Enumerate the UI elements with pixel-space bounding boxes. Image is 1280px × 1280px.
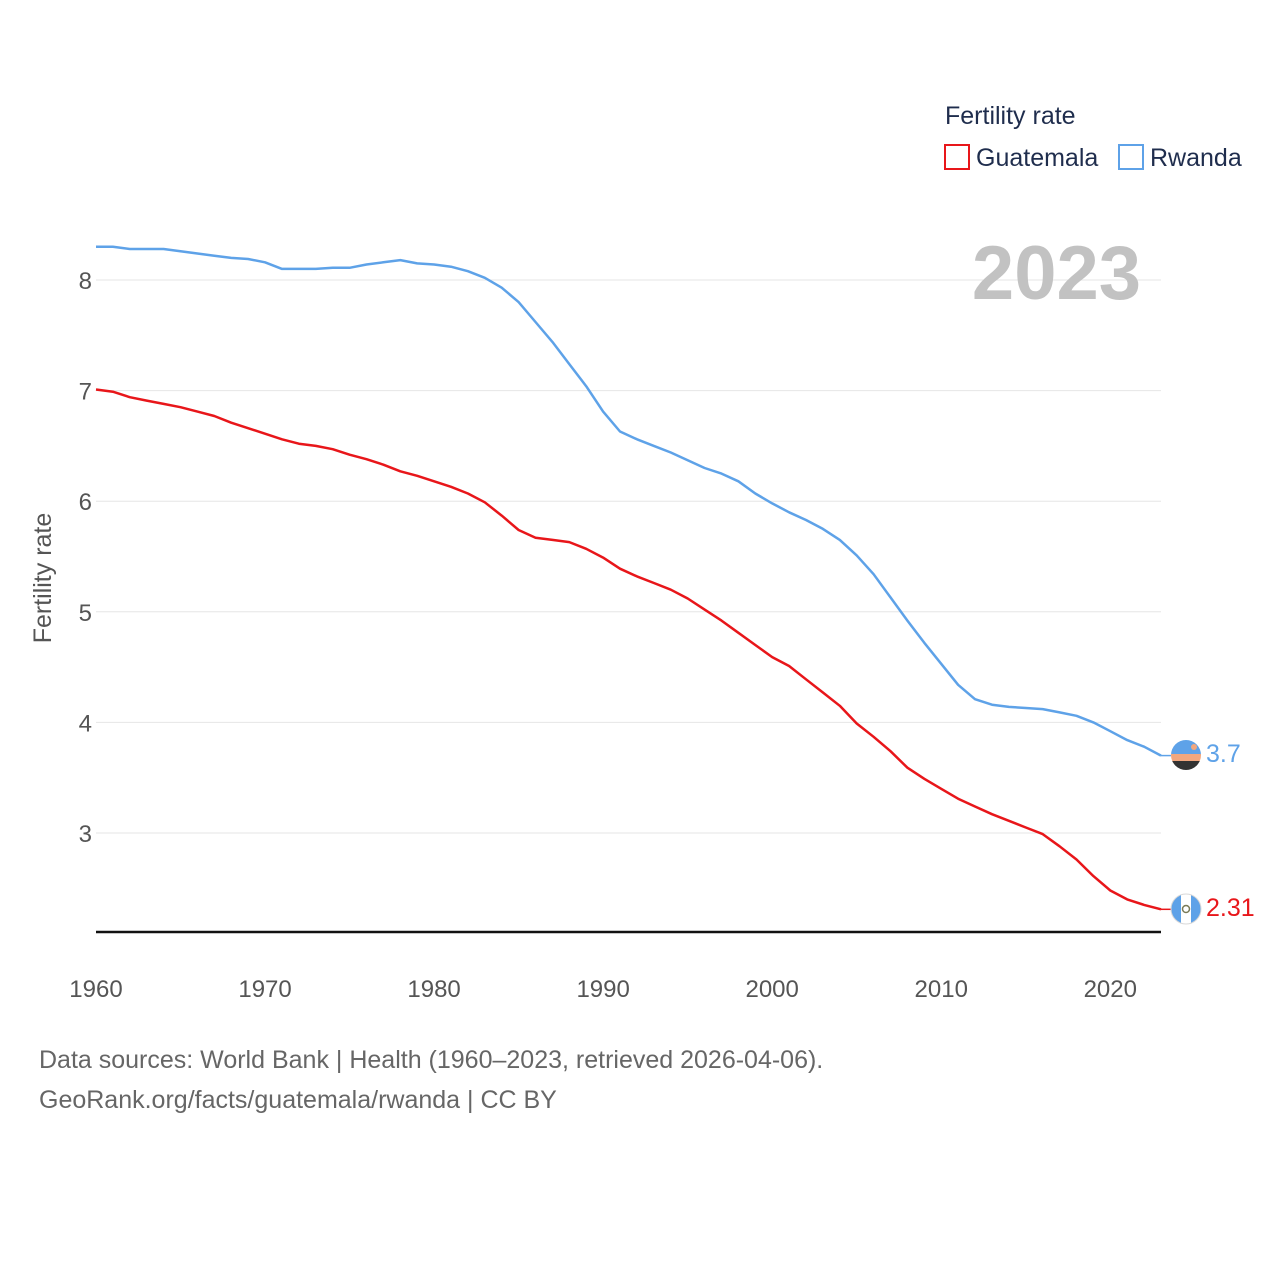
series-line-rwanda[interactable]	[96, 245, 1162, 757]
x-tick-label: 1960	[69, 976, 122, 1003]
x-axis-ticks: 1960 1970 1980 1990 2000 2010 2020	[69, 976, 1137, 1003]
legend-label-rwanda: Rwanda	[1150, 144, 1242, 172]
y-tick-label: 6	[79, 489, 92, 516]
y-tick-label: 7	[79, 379, 92, 406]
legend-swatch-rwanda	[1118, 144, 1144, 170]
legend-title: Fertility rate	[945, 102, 1076, 130]
series-line-guatemala[interactable]	[95, 388, 1162, 911]
y-axis-ticks: 3 4 5 6 7 8	[79, 268, 92, 848]
legend-label-guatemala: Guatemala	[976, 144, 1098, 172]
end-value-rwanda: 3.7	[1206, 740, 1241, 768]
y-tick-label: 8	[79, 268, 92, 295]
end-value-guatemala: 2.31	[1206, 894, 1255, 922]
y-tick-label: 3	[79, 821, 92, 848]
x-tick-label: 2020	[1084, 976, 1137, 1003]
year-label: 2023	[972, 231, 1141, 316]
legend-swatch-guatemala	[944, 144, 970, 170]
legend: Fertility rate Guatemala Rwanda	[944, 102, 1242, 172]
footer-source: Data sources: World Bank | Health (1960–…	[39, 1046, 823, 1074]
gridlines	[96, 279, 1161, 834]
y-tick-label: 4	[79, 710, 92, 737]
x-tick-label: 1970	[238, 976, 291, 1003]
rwanda-flag-icon	[1171, 740, 1201, 770]
x-tick-label: 1990	[576, 976, 629, 1003]
legend-item-rwanda[interactable]: Rwanda	[1118, 144, 1242, 172]
x-tick-label: 2010	[915, 976, 968, 1003]
series-lines	[95, 245, 1171, 911]
legend-item-guatemala[interactable]: Guatemala	[944, 144, 1098, 172]
x-tick-label: 2000	[745, 976, 798, 1003]
guatemala-flag-icon	[1170, 893, 1202, 925]
y-axis-title: Fertility rate	[29, 513, 57, 644]
footer-url[interactable]: GeoRank.org/facts/guatemala/rwanda | CC …	[39, 1086, 557, 1114]
y-tick-label: 5	[79, 600, 92, 627]
x-tick-label: 1980	[407, 976, 460, 1003]
